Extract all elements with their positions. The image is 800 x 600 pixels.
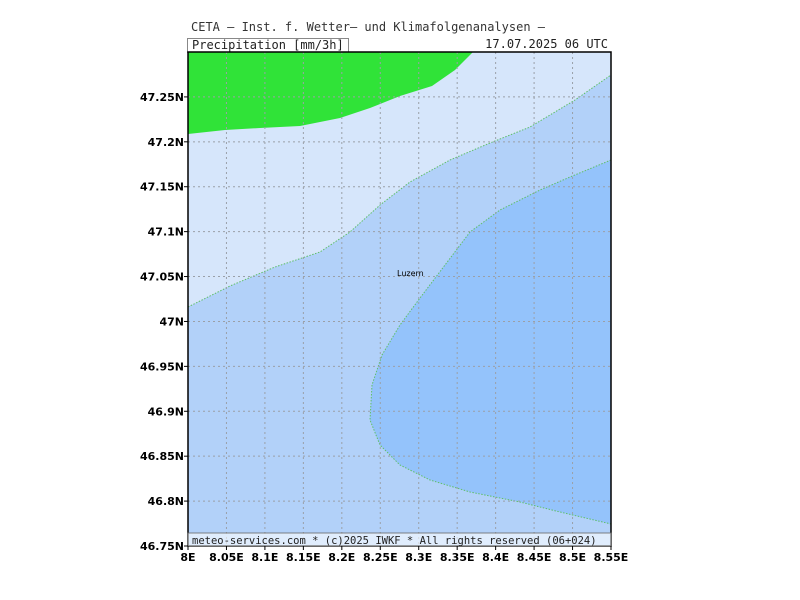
y-tick-label: 47.15N <box>140 181 184 194</box>
x-axis: 8E 8.05E 8.1E 8.15E 8.2E 8.25E 8.3E 8.35E 8.4E 8.… <box>180 546 628 564</box>
band-medium <box>370 160 611 546</box>
city-label: Luzern <box>397 269 424 278</box>
y-tick-label: 47.05N <box>140 271 184 284</box>
y-tick-label: 46.95N <box>140 360 184 373</box>
x-tick-label: 8.35E <box>440 551 475 564</box>
x-tick-label: 8.5E <box>559 551 586 564</box>
precipitation-fields <box>188 52 611 546</box>
y-tick-label: 47N <box>159 315 184 328</box>
x-tick-label: 8.05E <box>209 551 244 564</box>
y-axis: 46.75N 46.8N 46.85N 46.9N 46.95N 47N 47.05N 47.… <box>140 91 188 553</box>
contour-band-light <box>188 74 611 308</box>
valid-time-label: 17.07.2025 06 UTC <box>485 37 608 51</box>
x-tick-label: 8.25E <box>363 551 398 564</box>
y-tick-label: 47.25N <box>140 91 184 104</box>
y-tick-label: 46.8N <box>148 495 184 508</box>
x-tick-label: 8.55E <box>594 551 629 564</box>
green-area <box>188 52 473 134</box>
x-tick-label: 8.2E <box>328 551 355 564</box>
y-tick-label: 47.1N <box>148 226 184 239</box>
city-marker-luzern: Luzern <box>397 269 424 278</box>
footer-credit: meteo-services.com * (c)2025 IWKF * All … <box>192 535 597 547</box>
x-tick-label: 8.4E <box>482 551 509 564</box>
x-tick-label: 8.15E <box>286 551 321 564</box>
x-tick-label: 8E <box>180 551 195 564</box>
y-tick-label: 46.85N <box>140 450 184 463</box>
x-tick-label: 8.45E <box>517 551 552 564</box>
y-tick-label: 46.9N <box>148 405 184 418</box>
footer-box <box>187 532 612 547</box>
grid-lines <box>188 52 611 546</box>
y-tick-label: 47.2N <box>148 136 184 149</box>
header-title: CETA — Inst. f. Wetter— und Klimafolgena… <box>191 20 546 34</box>
x-tick-label: 8.1E <box>251 551 278 564</box>
contour-band-medium <box>369 159 611 525</box>
y-tick-label: 46.75N <box>140 540 184 553</box>
x-tick-label: 8.3E <box>405 551 432 564</box>
